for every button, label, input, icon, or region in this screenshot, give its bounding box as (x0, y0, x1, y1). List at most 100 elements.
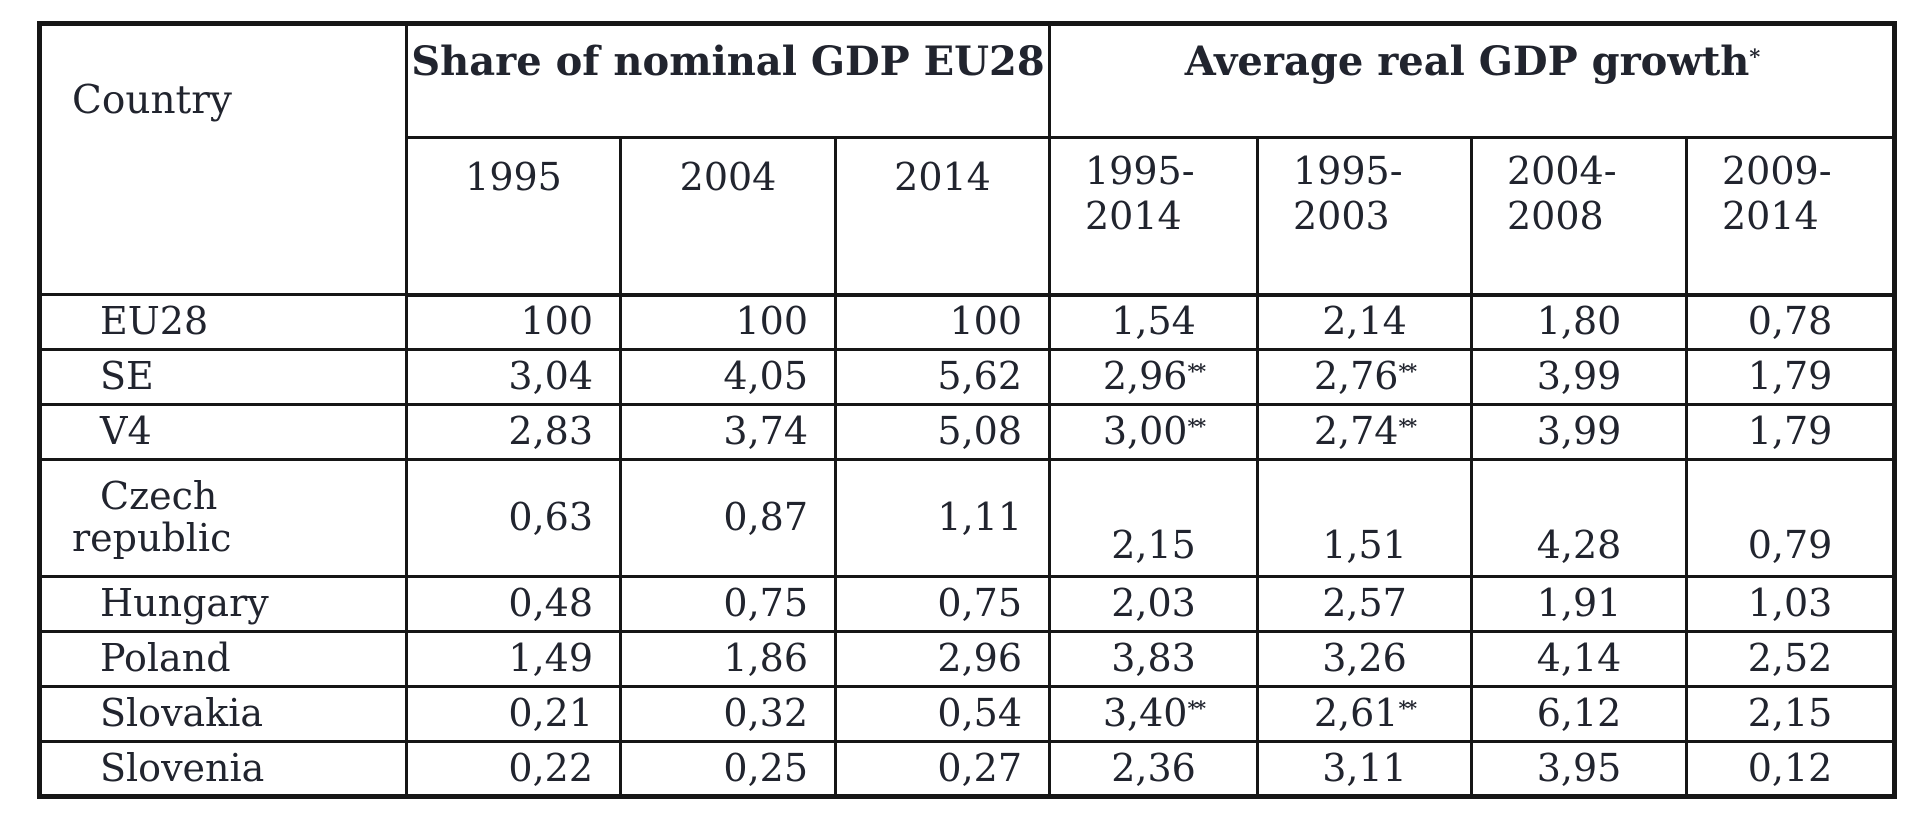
share-value: 0,75 (937, 581, 1022, 626)
growth-value: 2,14 (1322, 299, 1407, 344)
growth-value-cell: 3,11 (1256, 740, 1473, 798)
share-value: 0,21 (508, 691, 593, 736)
growth-value-cell: 2,96** (1048, 348, 1259, 406)
share-value: 1,49 (508, 636, 593, 681)
growth-value-cell: 2,74** (1256, 403, 1473, 461)
growth-value-cell: 2,52 (1685, 630, 1896, 688)
share-value: 5,08 (937, 409, 1022, 454)
year-header-label: 2004 (679, 155, 777, 199)
share-value: 100 (735, 299, 808, 344)
growth-value-cell: 2,57 (1256, 575, 1473, 633)
growth-group-label: Average real GDP growth (1184, 38, 1750, 85)
table-row: Poland 1,49 1,86 2,96 3,83 3,26 4,14 2,5… (38, 630, 1896, 688)
share-value: 4,05 (723, 354, 808, 399)
growth-value: 2,96 (1102, 354, 1188, 399)
share-value-cell: 100 (619, 293, 837, 351)
growth-value: 2,15 (1747, 691, 1833, 736)
growth-value-cell: 3,99 (1470, 348, 1688, 406)
share-value: 3,74 (723, 409, 808, 454)
growth-value-cell: 2,36 (1048, 740, 1259, 798)
table-row: EU28 100 100 100 1,54 2,14 1,80 0,78 (38, 293, 1896, 351)
share-value: 100 (520, 299, 593, 344)
share-value-cell: 2,83 (405, 403, 622, 461)
growth-value: 1,80 (1536, 299, 1622, 344)
growth-value-cell: 1,91 (1470, 575, 1688, 633)
share-value: 1,86 (723, 636, 808, 681)
share-value-cell: 100 (405, 293, 622, 351)
share-value-cell: 3,04 (405, 348, 622, 406)
growth-value: 0,79 (1747, 523, 1833, 568)
growth-footnote-marker: ** (1398, 359, 1417, 384)
country-label: Slovakia (100, 691, 264, 736)
country-label: Czech republic (72, 474, 232, 560)
share-value-cell: 3,74 (619, 403, 837, 461)
country-cell: Poland (38, 630, 408, 688)
share-value-cell: 0,25 (619, 740, 837, 798)
period-header: 1995- 2003 (1256, 136, 1473, 297)
share-value-cell: 5,08 (834, 403, 1051, 461)
share-value-cell: 4,05 (619, 348, 837, 406)
growth-value: 4,28 (1536, 523, 1622, 568)
growth-value: 2,74 (1313, 409, 1399, 454)
period-header: 2004- 2008 (1470, 136, 1688, 297)
growth-value-cell: 3,99 (1470, 403, 1688, 461)
share-value: 0,87 (723, 495, 808, 540)
growth-value: 2,61 (1313, 691, 1399, 736)
growth-value-cell: 3,83 (1048, 630, 1259, 688)
growth-value-cell: 2,15 (1048, 458, 1259, 578)
share-value-cell: 1,49 (405, 630, 622, 688)
period-header-label: 1995- 2014 (1085, 149, 1195, 238)
country-cell: V4 (38, 403, 408, 461)
share-value: 0,25 (723, 745, 808, 790)
country-label: EU28 (100, 299, 209, 344)
growth-footnote-marker: ** (1398, 696, 1417, 721)
share-value: 0,75 (723, 581, 808, 626)
table-row: V4 2,83 3,74 5,08 3,00** 2,74** 3,99 1,7… (38, 403, 1896, 461)
growth-value: 3,99 (1536, 354, 1622, 399)
country-label: Poland (100, 636, 231, 681)
share-value-cell: 1,86 (619, 630, 837, 688)
growth-value-cell: 2,03 (1048, 575, 1259, 633)
growth-value: 2,15 (1111, 523, 1196, 568)
growth-value: 1,79 (1747, 354, 1833, 399)
growth-value: 2,03 (1111, 581, 1196, 626)
share-value-cell: 1,11 (834, 458, 1051, 578)
country-cell: Slovenia (38, 740, 408, 798)
share-value-cell: 0,75 (834, 575, 1051, 633)
growth-value-cell: 0,79 (1685, 458, 1896, 578)
growth-value-cell: 3,40** (1048, 685, 1259, 743)
growth-footnote-marker: ** (1187, 696, 1206, 721)
year-header: 2014 (834, 136, 1051, 297)
year-header: 2004 (619, 136, 837, 297)
share-value-cell: 0,87 (619, 458, 837, 578)
share-value-cell: 0,75 (619, 575, 837, 633)
country-cell: EU28 (38, 293, 408, 351)
gdp-table-container: Country Share of nominal GDP EU28 Averag… (37, 21, 1897, 799)
growth-value-cell: 2,14 (1256, 293, 1473, 351)
share-value: 0,22 (508, 745, 593, 790)
share-value-cell: 0,22 (405, 740, 622, 798)
growth-value-cell: 2,61** (1256, 685, 1473, 743)
period-header: 2009- 2014 (1685, 136, 1896, 297)
share-value: 5,62 (937, 354, 1022, 399)
table-row: Hungary 0,48 0,75 0,75 2,03 2,57 1,91 1,… (38, 575, 1896, 633)
share-value-cell: 0,48 (405, 575, 622, 633)
growth-value: 3,11 (1322, 745, 1407, 790)
share-value: 1,11 (937, 495, 1022, 540)
share-value-cell: 0,32 (619, 685, 837, 743)
period-header-label: 2009- 2014 (1722, 149, 1832, 238)
growth-value: 1,03 (1747, 581, 1833, 626)
growth-footnote-marker: ** (1187, 359, 1206, 384)
share-group-header: Share of nominal GDP EU28 (405, 22, 1051, 139)
period-header-label: 1995- 2003 (1293, 149, 1403, 238)
growth-value: 1,91 (1536, 581, 1622, 626)
growth-group-header: Average real GDP growth* (1048, 22, 1896, 139)
period-header-label: 2004- 2008 (1507, 149, 1617, 238)
growth-value-cell: 1,79 (1685, 348, 1896, 406)
share-value: 0,63 (508, 495, 593, 540)
growth-footnote-marker: ** (1398, 414, 1417, 439)
country-label: Hungary (100, 581, 269, 626)
country-label: Slovenia (100, 745, 265, 790)
growth-value: 3,26 (1322, 636, 1407, 681)
growth-value: 3,00 (1102, 409, 1188, 454)
